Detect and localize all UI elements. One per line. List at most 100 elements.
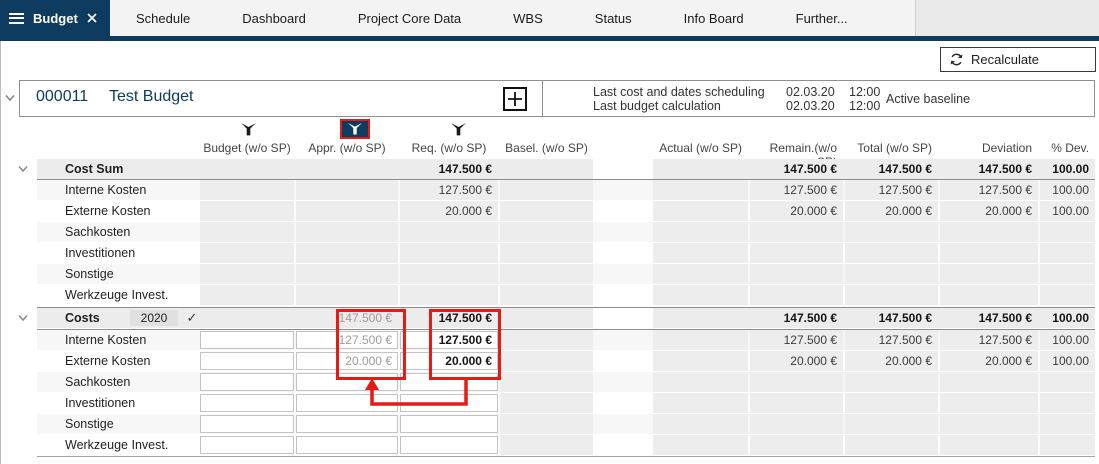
tab-wbs[interactable]: WBS	[513, 10, 543, 26]
close-tab-icon[interactable]	[87, 13, 97, 23]
cell-remain: 127.500 €	[783, 333, 837, 347]
filter-icon-appr	[348, 123, 362, 135]
req-input-cell[interactable]	[400, 331, 498, 349]
tab-bar-right-filler	[915, 0, 1099, 36]
appr-input-cell[interactable]	[296, 436, 398, 454]
tab-budget-active[interactable]: Budget	[0, 0, 110, 41]
cell-pdev: 100.00 %	[1052, 183, 1089, 217]
costs-collapse-chevron-icon[interactable]	[17, 314, 29, 322]
req-input-cell[interactable]	[400, 436, 498, 454]
row-label: Interne Kosten	[65, 183, 147, 197]
budget-input-cell[interactable]	[200, 394, 294, 412]
column-header-appr[interactable]: Appr. (w/o SP)	[308, 141, 386, 155]
row-label: Investitionen	[65, 246, 136, 260]
project-row-divider	[542, 81, 543, 116]
column-header-req[interactable]: Req. (w/o SP)	[411, 141, 487, 155]
req-input-cell[interactable]	[400, 415, 498, 433]
filter-icon-budget[interactable]	[240, 122, 257, 137]
cell-pdev: 100.00 %	[1052, 162, 1089, 196]
appr-input-cell[interactable]	[296, 352, 398, 370]
tab-further[interactable]: Further...	[795, 10, 848, 26]
year-selector[interactable]: 2020	[130, 310, 178, 326]
active-checkmark-icon[interactable]: ✓	[186, 310, 198, 325]
row-label: Sonstige	[65, 417, 114, 431]
req-input-cell[interactable]	[400, 352, 498, 370]
appr-input-cell[interactable]	[296, 331, 398, 349]
row-label: Externe Kosten	[65, 354, 151, 368]
plus-icon	[508, 92, 522, 106]
tab-schedule[interactable]: Schedule	[136, 10, 191, 26]
section-separator-line	[37, 179, 1095, 180]
row-label: Sachkosten	[65, 225, 131, 239]
budget-input-cell[interactable]	[200, 373, 294, 391]
appr-input-cell[interactable]	[296, 415, 398, 433]
budget-input-cell[interactable]	[200, 331, 294, 349]
row-label: Interne Kosten	[65, 333, 147, 347]
column-header-pdev[interactable]: % Dev.	[1051, 141, 1089, 155]
cell-pdev: 100.00 %	[1052, 311, 1089, 345]
cell-req: 127.500 €	[438, 183, 492, 197]
row-label: Externe Kosten	[65, 204, 151, 218]
hamburger-menu-icon[interactable]	[9, 10, 24, 26]
cell-total: 147.500 €	[878, 311, 932, 325]
cell-appr: 127.500 €	[338, 333, 392, 347]
cell-deviation: 147.500 €	[978, 162, 1032, 176]
cell-req: 20.000 €	[445, 354, 492, 368]
table-row: Werkzeuge Invest.	[0, 285, 1099, 306]
table-row: Sachkosten	[0, 222, 1099, 243]
table-row: Interne Kosten 127.500 € 127.500 € 127.5…	[0, 180, 1099, 217]
row-label: Sonstige	[65, 267, 114, 281]
cell-req: 20.000 €	[445, 204, 492, 218]
last-scheduling-label: Last cost and dates scheduling	[593, 85, 765, 99]
cell-remain: 20.000 €	[790, 204, 837, 218]
section-separator-line	[37, 307, 1095, 308]
column-header-budget[interactable]: Budget (w/o SP)	[203, 141, 291, 155]
table-row: Investitionen	[0, 243, 1099, 264]
table-row: Sonstige	[0, 264, 1099, 285]
budget-input-cell[interactable]	[200, 436, 294, 454]
table-row-cost-sum-header: Cost Sum 147.500 € 147.500 € 147.500 € 1…	[0, 159, 1099, 196]
last-calculation-time: 12:00	[849, 99, 881, 113]
add-budget-button[interactable]	[503, 87, 527, 111]
last-calculation-label: Last budget calculation	[593, 99, 721, 113]
cell-pdev: 100.00 %	[1052, 333, 1089, 367]
tab-project-core-data[interactable]: Project Core Data	[357, 10, 462, 26]
column-header-deviation[interactable]: Deviation	[981, 141, 1032, 155]
project-title: Test Budget	[109, 88, 194, 105]
tab-dashboard[interactable]: Dashboard	[242, 10, 306, 26]
table-row: Investitionen	[0, 393, 1099, 414]
project-id: 000011	[36, 88, 89, 105]
column-header-total[interactable]: Total (w/o SP)	[857, 141, 932, 155]
active-baseline-label: Active baseline	[886, 92, 971, 106]
column-header-basel[interactable]: Basel. (w/o SP)	[505, 141, 588, 155]
tab-status[interactable]: Status	[594, 10, 632, 26]
recalculate-button[interactable]: Recalculate	[940, 47, 1096, 72]
last-calculation-date: 02.03.20	[786, 99, 835, 113]
cell-total: 127.500 €	[878, 183, 932, 197]
row-label: Costs	[65, 311, 100, 325]
row-label: Investitionen	[65, 396, 136, 410]
cell-total: 127.500 €	[878, 333, 932, 347]
budget-input-cell[interactable]	[200, 352, 294, 370]
project-collapse-chevron-icon[interactable]	[4, 94, 16, 102]
table-row: Externe Kosten 20.000 € 20.000 € 20.000 …	[0, 351, 1099, 388]
cell-total: 20.000 €	[885, 354, 932, 368]
cell-req: 127.500 €	[438, 333, 492, 347]
column-header-actual[interactable]: Actual (w/o SP)	[659, 141, 742, 155]
cell-req: 147.500 €	[438, 162, 492, 176]
budget-input-cell[interactable]	[200, 415, 294, 433]
tab-info-board[interactable]: Info Board	[683, 10, 744, 26]
table-row: Sachkosten	[0, 372, 1099, 393]
filter-icon-appr-active[interactable]	[340, 119, 370, 139]
filter-icon-req[interactable]	[450, 122, 467, 137]
copy-values-arrow	[365, 378, 468, 406]
cell-remain: 147.500 €	[783, 311, 837, 325]
cell-req: 147.500 €	[438, 311, 492, 325]
cell-deviation: 127.500 €	[978, 333, 1032, 347]
column-header-remain[interactable]: Remain.(w/o SP)	[769, 141, 837, 169]
cell-total: 147.500 €	[878, 162, 932, 176]
cost-sum-collapse-chevron-icon[interactable]	[17, 165, 29, 173]
last-scheduling-time: 12:00	[849, 85, 881, 99]
cell-deviation: 20.000 €	[985, 204, 1032, 218]
